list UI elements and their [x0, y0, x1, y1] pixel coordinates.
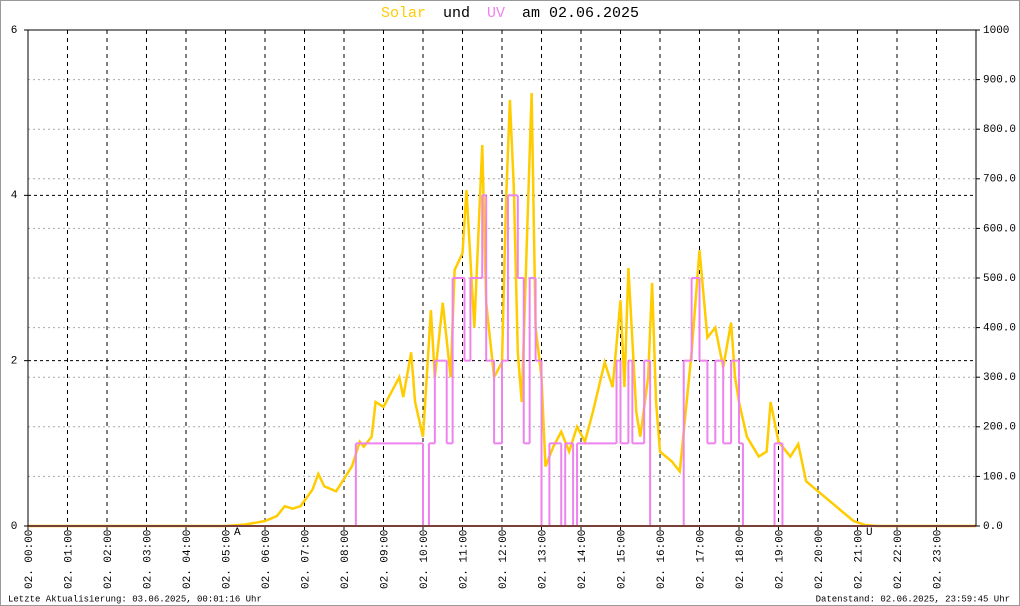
- x-tick-label: 02. 12:00: [498, 530, 510, 589]
- y2-tick-label: 300.0: [983, 372, 1016, 384]
- footer-left: Letzte Aktualisierung: 03.06.2025, 00:01…: [8, 594, 262, 604]
- y2-tick-label: 500.0: [983, 273, 1016, 285]
- x-tick-label: 02. 08:00: [340, 530, 352, 589]
- x-tick-label: 02. 14:00: [577, 530, 589, 589]
- x-tick-label: 02. 11:00: [458, 530, 470, 589]
- x-tick-label: 02. 03:00: [142, 530, 154, 589]
- y2-tick-label: 600.0: [983, 223, 1016, 235]
- y2-tick-label: 200.0: [983, 422, 1016, 434]
- y-tick-label: 6: [11, 25, 18, 37]
- plot-frame: [27, 29, 977, 527]
- y2-tick-label: 700.0: [983, 174, 1016, 186]
- y2-tick-label: 800.0: [983, 124, 1016, 136]
- x-tick-label: 02. 10:00: [419, 530, 431, 589]
- annotation: A: [234, 527, 241, 539]
- y2-tick-label: 900.0: [983, 75, 1016, 87]
- x-tick-label: 02. 09:00: [379, 530, 391, 589]
- title-solar: Solar: [381, 5, 426, 22]
- title-join: und: [443, 5, 470, 22]
- title-suffix: am 02.06.2025: [522, 5, 639, 22]
- title-uv: UV: [487, 5, 505, 22]
- x-tick-label: 02. 20:00: [814, 530, 826, 589]
- x-tick-label: 02. 06:00: [261, 530, 273, 589]
- y-tick-label: 0: [11, 521, 18, 533]
- annotation: U: [866, 527, 873, 539]
- chart-title: Solar und UV am 02.06.2025: [381, 5, 639, 22]
- x-tick-label: 02. 02:00: [103, 530, 115, 589]
- x-tick-label: 02. 13:00: [537, 530, 549, 589]
- y2-tick-label: 1000: [983, 25, 1009, 37]
- x-tick-label: 02. 21:00: [853, 530, 865, 589]
- x-tick-label: 02. 15:00: [616, 530, 628, 589]
- x-tick-label: 02. 22:00: [893, 530, 905, 589]
- x-tick-label: 02. 16:00: [656, 530, 668, 589]
- y-tick-label: 2: [11, 356, 18, 368]
- x-tick-label: 02. 23:00: [932, 530, 944, 589]
- x-tick-label: 02. 05:00: [221, 530, 233, 589]
- y2-tick-label: 400.0: [983, 323, 1016, 335]
- y2-tick-label: 0.0: [983, 521, 1003, 533]
- y-tick-label: 4: [11, 190, 18, 202]
- y2-tick-label: 100.0: [983, 471, 1016, 483]
- x-tick-label: 02. 04:00: [182, 530, 194, 589]
- x-tick-label: 02. 19:00: [774, 530, 786, 589]
- footer-right: Datenstand: 02.06.2025, 23:59:45 Uhr: [816, 594, 1010, 604]
- x-tick-label: 02. 18:00: [735, 530, 747, 589]
- x-tick-label: 02. 00:00: [24, 530, 36, 589]
- x-tick-label: 02. 17:00: [695, 530, 707, 589]
- x-tick-label: 02. 07:00: [300, 530, 312, 589]
- x-tick-label: 02. 01:00: [63, 530, 75, 589]
